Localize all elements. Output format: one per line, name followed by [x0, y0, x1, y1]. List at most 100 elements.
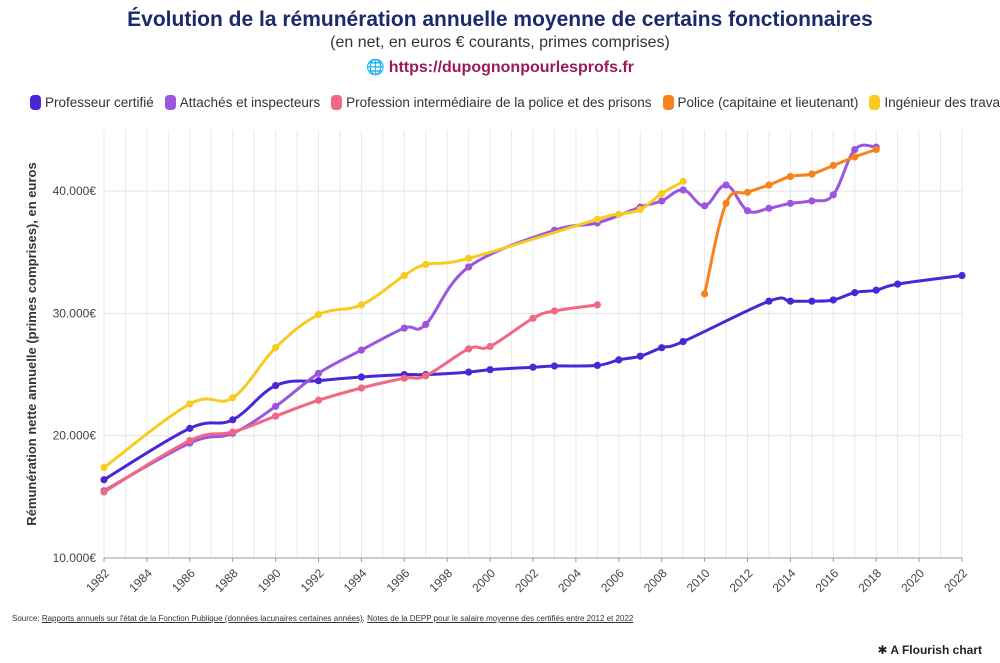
x-tick-label: 2006 — [598, 566, 627, 595]
x-tick-label: 2008 — [641, 566, 670, 595]
series-3-point — [422, 372, 430, 380]
series-3-point — [314, 396, 323, 404]
series-5-point — [100, 463, 108, 472]
series-2-point — [851, 145, 859, 154]
series-3-point — [186, 437, 194, 445]
y-tick-label: 40.000€ — [53, 184, 97, 198]
series-5-point — [272, 344, 280, 352]
source-link-depp[interactable]: Notes de la DEPP pour le salaire moyenne… — [367, 614, 634, 623]
legend-swatch — [662, 94, 674, 110]
series-4-point — [765, 181, 773, 189]
flourish-attribution-label: A Flourish chart — [890, 643, 982, 657]
series-1-point — [486, 366, 494, 374]
legend-label: Police (capitaine et lieutenant) — [677, 94, 859, 110]
series-1-point — [314, 377, 323, 385]
series-1-point — [357, 373, 365, 381]
series-2-point — [314, 369, 323, 377]
legend-swatch — [30, 94, 41, 110]
series-4-point — [722, 199, 730, 207]
legend-item-4[interactable]: Police (capitaine et lieutenant) — [662, 94, 859, 110]
series-2-point — [679, 186, 687, 194]
x-tick-label: 1990 — [255, 566, 284, 595]
x-tick-label: 1982 — [83, 566, 112, 595]
series-4-point — [829, 161, 837, 170]
series-3-line — [102, 303, 599, 494]
series-4-point — [808, 170, 816, 178]
legend-item-2[interactable]: Attachés et inspecteurs — [164, 94, 321, 110]
series-1-point — [100, 476, 108, 484]
y-tick-label: 30.000€ — [53, 306, 97, 320]
y-axis-title: Rémunération nette annuelle (primes comp… — [24, 162, 39, 525]
series-2-point — [722, 181, 730, 189]
series-5-point — [465, 254, 473, 262]
series-1-point — [636, 352, 644, 360]
x-tick-label: 2004 — [555, 566, 584, 595]
legend-swatch — [869, 94, 881, 110]
series-5-point — [593, 215, 601, 223]
series-1-point — [872, 286, 880, 294]
series-4-point — [786, 172, 795, 181]
series-3-point — [550, 307, 559, 315]
series-1-point — [615, 356, 623, 364]
series-3-point — [465, 345, 473, 353]
series-2-point — [272, 402, 280, 410]
series-1-point — [851, 289, 859, 297]
series-5-point — [186, 400, 194, 408]
x-tick-label: 2012 — [727, 566, 756, 595]
series-4-point — [701, 290, 709, 298]
flourish-asterisk-icon: ✱ — [877, 643, 888, 657]
x-tick-label: 2020 — [898, 566, 927, 595]
legend-item-3[interactable]: Profession intermédiaire de la police et… — [331, 94, 652, 110]
series-3-point — [100, 488, 108, 496]
chart-subtitle: (en net, en euros € courants, primes com… — [330, 34, 670, 51]
series-3-point — [400, 374, 408, 382]
series-2-point — [829, 191, 837, 199]
x-tick-label: 2000 — [469, 566, 498, 595]
series-2-point — [786, 199, 795, 207]
source-note: Source: Rapports annuels sur l'état de l… — [12, 614, 633, 623]
series-2-point — [743, 207, 752, 215]
source-label: Source: — [12, 614, 40, 623]
series-1-point — [272, 381, 280, 390]
series-1-point — [765, 297, 773, 305]
series-1-point — [229, 416, 237, 424]
legend-item-5[interactable]: Ingénieur des travaux — [869, 94, 1000, 110]
series-2-point — [765, 204, 773, 212]
series-1-point — [808, 297, 816, 305]
series-1-point — [894, 280, 902, 288]
series-2-line — [102, 143, 878, 493]
series-3-point — [229, 428, 237, 436]
series-2-point — [400, 324, 408, 332]
series-2-point — [357, 346, 365, 354]
series-1-point — [593, 361, 601, 369]
site-url-link[interactable]: https://dupognonpourlesprofs.fr — [388, 59, 634, 76]
legend-label: Profession intermédiaire de la police et… — [346, 94, 652, 110]
series-2-point — [701, 202, 709, 210]
series-1-point — [550, 362, 559, 370]
legend-label: Attachés et inspecteurs — [179, 94, 321, 110]
x-tick-label: 1994 — [341, 566, 370, 595]
series-4-point — [851, 153, 859, 161]
x-tick-label: 1998 — [426, 566, 455, 595]
series-5-point — [658, 189, 666, 198]
series-1-point — [658, 344, 666, 352]
series-5-point — [679, 177, 687, 185]
series-2-point — [658, 197, 666, 205]
series-3-point — [357, 384, 365, 392]
x-tick-label: 2022 — [941, 566, 970, 595]
x-tick-label: 1984 — [126, 566, 155, 595]
globe-icon: 🌐 — [366, 59, 385, 76]
series-4-point — [872, 145, 880, 154]
series-1-point — [958, 271, 966, 280]
x-tick-label: 2016 — [813, 566, 842, 595]
series-5-point — [400, 271, 408, 280]
legend-item-1[interactable]: Professeur certifié — [30, 94, 154, 110]
source-separator: , — [362, 614, 368, 623]
series-3-point — [272, 412, 280, 420]
x-tick-label: 2018 — [855, 566, 884, 595]
flourish-attribution[interactable]: ✱ A Flourish chart — [877, 643, 982, 657]
series-5-point — [636, 205, 644, 214]
source-link-rapports[interactable]: Rapports annuels sur l'état de la Foncti… — [41, 614, 363, 623]
series-1-point — [186, 424, 194, 432]
